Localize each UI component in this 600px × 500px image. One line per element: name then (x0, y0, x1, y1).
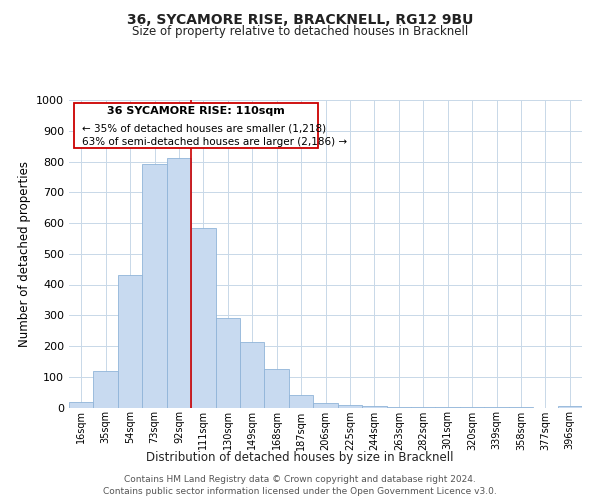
Bar (386, 406, 411, 408)
Text: ← 35% of detached houses are smaller (1,218): ← 35% of detached houses are smaller (1,… (82, 123, 326, 133)
Bar (313, 403, 338, 407)
Text: Contains HM Land Registry data © Crown copyright and database right 2024.: Contains HM Land Registry data © Crown c… (124, 474, 476, 484)
Bar (289, 394, 313, 407)
Text: 36 SYCAMORE RISE: 110sqm: 36 SYCAMORE RISE: 110sqm (107, 106, 285, 116)
FancyBboxPatch shape (74, 103, 318, 148)
Bar (557, 406, 582, 407)
Bar (215, 318, 240, 408)
Y-axis label: Number of detached properties: Number of detached properties (17, 161, 31, 347)
Text: 63% of semi-detached houses are larger (2,186) →: 63% of semi-detached houses are larger (… (82, 137, 347, 147)
Bar (142, 164, 167, 408)
Bar (265, 369, 289, 408)
Bar (167, 158, 191, 408)
Text: 36, SYCAMORE RISE, BRACKNELL, RG12 9BU: 36, SYCAMORE RISE, BRACKNELL, RG12 9BU (127, 12, 473, 26)
Bar (240, 342, 265, 407)
Text: Distribution of detached houses by size in Bracknell: Distribution of detached houses by size … (146, 451, 454, 464)
Text: Size of property relative to detached houses in Bracknell: Size of property relative to detached ho… (132, 25, 468, 38)
Bar (118, 276, 142, 407)
Bar (94, 370, 118, 408)
Bar (191, 228, 215, 408)
Bar (69, 402, 94, 407)
Bar (362, 406, 386, 407)
Bar (411, 407, 436, 408)
Bar (338, 405, 362, 407)
Text: Contains public sector information licensed under the Open Government Licence v3: Contains public sector information licen… (103, 486, 497, 496)
